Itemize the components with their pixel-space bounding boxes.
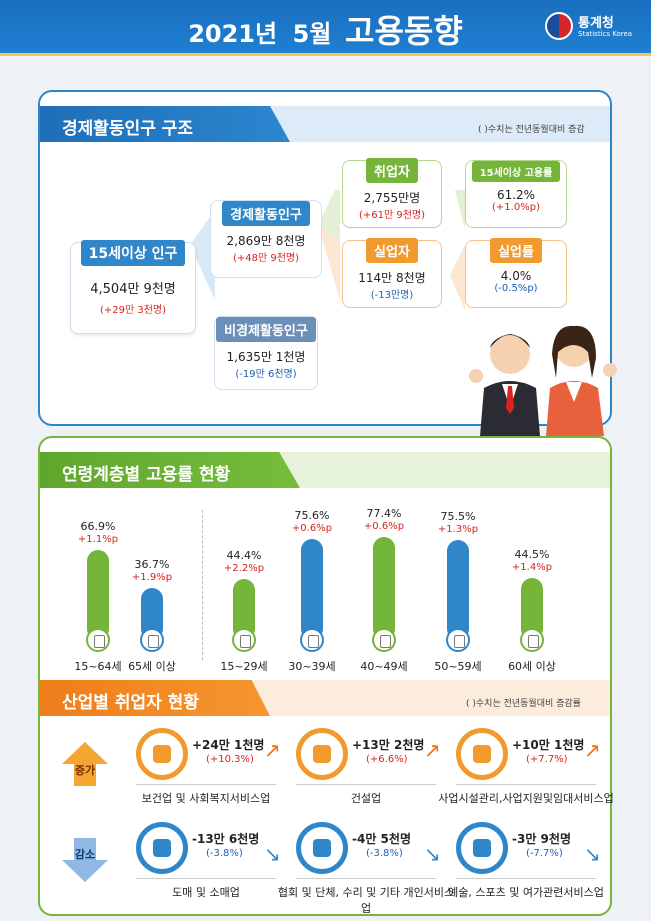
taegeuk-emblem-icon [545, 12, 573, 40]
chart-category-label: 15~64세 [74, 660, 122, 673]
active-pop-value: 2,869만 8천명 [226, 234, 306, 248]
section-title-industry: 산업별 취업자 현황 [40, 680, 270, 716]
active-pop-box: 경제활동인구 2,869만 8천명 (+48만 9천명) [210, 200, 322, 278]
logo-subtitle: Statistics Korea [578, 30, 633, 38]
chart-value-label: 44.4% [226, 549, 262, 562]
active-pop-label: 경제활동인구 [222, 201, 310, 226]
chart-change-label: +0.6%p [291, 523, 333, 534]
population-value: 4,504만 9천명 [90, 282, 176, 297]
title-main: 고용동향 [345, 12, 463, 50]
section-title-age-employment: 연령계층별 고용률 현황 [40, 452, 300, 488]
unemployment-rate-value: 4.0% [500, 269, 532, 283]
inactive-pop-box: 비경제활동인구 1,635만 1천명 (-19만 6천명) [214, 316, 318, 390]
unemployed-label: 실업자 [366, 238, 418, 263]
chart-change-label: +1.9%p [131, 572, 173, 583]
woman-figure [546, 325, 617, 436]
chart-change-label: +1.4%p [511, 562, 553, 573]
decrease-label: 감소 [74, 848, 96, 861]
chart-category-label: 30~39세 [288, 660, 336, 673]
document-person-icon [300, 628, 324, 652]
age-employment-chart: 66.9% +1.1%p 15~64세 36.7% +1.9%p 65세 이상 44.4% +… [40, 500, 610, 680]
header-banner [0, 0, 651, 56]
document-person-icon [86, 628, 110, 652]
chart-value-label: 77.4% [366, 507, 402, 520]
unemployed-box: 실업자 114만 8천명 (-13만명) [342, 238, 442, 308]
flow-connectors [190, 190, 465, 310]
inactive-pop-change: (-19만 6천명) [235, 369, 297, 380]
employment-rate-box: 15세이상 고용률 61.2% (+1.0%p) [465, 160, 567, 228]
connector-unemployed-to-rate [450, 245, 465, 310]
connector-population-to-groups [190, 210, 215, 300]
chart-bar [141, 588, 163, 640]
chart-category-label: 65세 이상 [128, 660, 176, 673]
chart-category-label: 40~49세 [360, 660, 408, 673]
section-title-economic-structure: 경제활동인구 구조 [40, 106, 290, 142]
decrease-indicator: 감소 [60, 836, 110, 884]
section-note: ( )수치는 전년동월대비 증감 [478, 125, 585, 135]
chart-change-label: +1.1%p [77, 534, 119, 545]
statistics-korea-logo: 통계청 Statistics Korea [545, 10, 640, 44]
chart-bar [447, 540, 469, 640]
chart-bar [301, 539, 323, 640]
chart-category-label: 50~59세 [434, 660, 482, 673]
chart-bar [87, 550, 109, 640]
population-box: 15세이상 인구 4,504만 9천명 (+29만 3천명) [70, 240, 196, 334]
employment-rate-change: (+1.0%p) [492, 202, 540, 213]
chart-bar [233, 579, 255, 640]
chart-value-label: 75.6% [294, 509, 330, 522]
employed-label: 취업자 [366, 158, 418, 183]
document-person-icon [446, 628, 470, 652]
unemployed-value: 114만 8천명 [358, 271, 426, 285]
population-change: (+29만 3천명) [99, 305, 167, 316]
down-arrow-icon [62, 838, 108, 882]
chart-change-label: +0.6%p [363, 521, 405, 532]
employed-value: 2,755만명 [363, 191, 421, 205]
inactive-pop-label: 비경제활동인구 [216, 317, 316, 342]
chart-change-label: +1.3%p [437, 524, 479, 535]
increase-label: 증가 [74, 764, 96, 777]
document-person-icon [232, 628, 256, 652]
logo-name: 통계청 [578, 16, 614, 31]
employment-rate-label: 15세이상 고용률 [471, 161, 561, 182]
chart-bar [373, 537, 395, 640]
inactive-pop-value: 1,635만 1천명 [226, 350, 306, 364]
man-figure [469, 334, 540, 436]
chart-category-label: 60세 이상 [508, 660, 556, 673]
employed-box: 취업자 2,755만명 (+61만 9천명) [342, 158, 442, 228]
up-arrow-icon [62, 742, 108, 786]
connector-employed-to-rate [455, 190, 465, 230]
population-label: 15세이상 인구 [80, 240, 186, 266]
chart-category-label: 15~29세 [220, 660, 268, 673]
document-person-icon [140, 628, 164, 652]
chart-divider [202, 510, 203, 660]
people-illustration [469, 325, 617, 436]
unemployment-rate-change: (-0.5%p) [494, 283, 538, 294]
document-person-icon [520, 628, 544, 652]
document-person-icon [372, 628, 396, 652]
title-year: 2021년 [188, 20, 278, 48]
increase-indicator: 증가 [60, 740, 110, 788]
employment-rate-value: 61.2% [496, 188, 536, 202]
chart-value-label: 36.7% [134, 558, 170, 571]
chart-value-label: 66.9% [80, 520, 116, 533]
unemployment-rate-label: 실업률 [490, 238, 542, 263]
chart-change-label: +2.2%p [223, 563, 265, 574]
unemployment-rate-box: 실업률 4.0% (-0.5%p) [465, 238, 567, 308]
connector-active-to-unemployed [318, 225, 340, 300]
chart-value-label: 75.5% [440, 510, 476, 523]
title-month: 5월 [292, 20, 332, 48]
page-title: 2021년 5월 고용동향 [0, 6, 651, 52]
unemployed-change: (-13만명) [370, 290, 414, 301]
chart-value-label: 44.5% [514, 548, 550, 561]
section-note: ( )수치는 전년동월대비 증감률 [466, 699, 581, 709]
employed-change: (+61만 9천명) [358, 210, 426, 221]
chart-bar [521, 578, 543, 640]
active-pop-change: (+48만 9천명) [232, 253, 300, 264]
